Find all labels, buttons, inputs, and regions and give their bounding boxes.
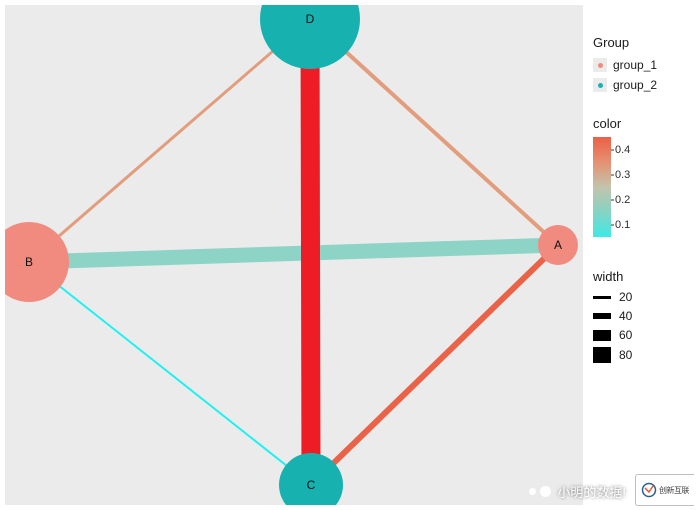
width-swatch bbox=[593, 347, 611, 363]
watermark: 小明的数据! bbox=[529, 482, 626, 501]
colorbar-tick-label: 0.4 bbox=[615, 144, 630, 156]
corner-logo-text: 创新互联 bbox=[659, 485, 689, 496]
legend-width-title: width bbox=[593, 269, 693, 284]
edge bbox=[310, 19, 558, 245]
width-swatch bbox=[593, 330, 611, 341]
legend-width-item: 80 bbox=[593, 347, 693, 363]
legend-width: width 20 40 60 80 bbox=[593, 269, 693, 363]
colorbar-tick-label: 0.1 bbox=[615, 219, 630, 231]
legend-item-label: 80 bbox=[619, 348, 632, 362]
legend-item-label: group_2 bbox=[613, 78, 657, 92]
colorbar-tick-label: 0.2 bbox=[615, 194, 630, 206]
edge bbox=[310, 19, 311, 485]
edge bbox=[29, 245, 558, 262]
legend-item-label: 20 bbox=[619, 290, 632, 304]
legend-group-title: Group bbox=[593, 35, 693, 50]
legend-width-item: 60 bbox=[593, 328, 693, 342]
legend-item-label: group_1 bbox=[613, 58, 657, 72]
legend-group: Group group_1 group_2 bbox=[593, 35, 693, 94]
legend-color-title: color bbox=[593, 116, 693, 131]
speech-bubble-icon bbox=[529, 488, 536, 495]
network-plot: A B C D bbox=[5, 5, 583, 505]
node-label: A bbox=[554, 238, 562, 252]
colorbar-tick-mark bbox=[611, 149, 614, 150]
width-swatch bbox=[593, 313, 611, 319]
node-label: B bbox=[25, 255, 33, 269]
legend-item-label: 40 bbox=[619, 309, 632, 323]
legend-swatch bbox=[593, 58, 607, 72]
dot-icon bbox=[598, 63, 603, 68]
legend-panel: Group group_1group_2 color 0.40.30.20.1 … bbox=[593, 35, 693, 385]
node-label: D bbox=[306, 12, 315, 26]
width-swatch bbox=[593, 296, 611, 299]
edge bbox=[29, 19, 310, 262]
corner-logo: 创新互联 bbox=[635, 474, 694, 506]
colorbar-tick-label: 0.3 bbox=[615, 169, 630, 181]
colorbar bbox=[593, 137, 611, 237]
node-label: C bbox=[307, 478, 316, 492]
colorbar-tick-mark bbox=[611, 199, 614, 200]
legend-width-item: 20 bbox=[593, 290, 693, 304]
colorbar-tick-mark bbox=[611, 224, 614, 225]
legend-group-item: group_1 bbox=[593, 56, 693, 74]
legend-swatch bbox=[593, 78, 607, 92]
logo-icon bbox=[641, 482, 657, 498]
speech-bubble-icon bbox=[540, 486, 551, 497]
edge bbox=[311, 245, 558, 485]
legend-item-label: 60 bbox=[619, 328, 632, 342]
dot-icon bbox=[598, 83, 603, 88]
legend-group-item: group_2 bbox=[593, 76, 693, 94]
colorbar-tick-mark bbox=[611, 174, 614, 175]
legend-color: color 0.4 0.3 0.2 0.1 bbox=[593, 116, 693, 247]
watermark-text: 小明的数据! bbox=[557, 482, 626, 501]
edge bbox=[29, 262, 311, 485]
legend-width-item: 40 bbox=[593, 309, 693, 323]
